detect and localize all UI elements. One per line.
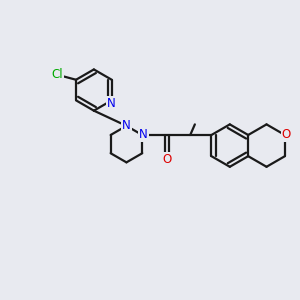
Text: O: O [282, 128, 291, 142]
Text: N: N [139, 128, 148, 142]
Text: Cl: Cl [52, 68, 63, 81]
Text: N: N [107, 98, 116, 110]
Text: O: O [163, 153, 172, 166]
Text: N: N [122, 119, 131, 132]
